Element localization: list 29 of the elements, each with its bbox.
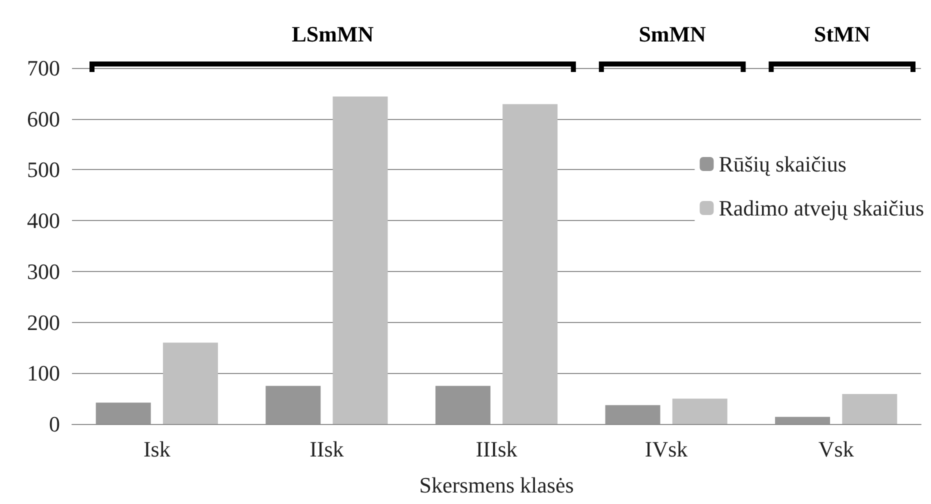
x-tick-label: IIsk	[310, 436, 344, 462]
x-tick-label: Vsk	[818, 436, 854, 462]
bar	[332, 96, 388, 424]
y-tick-label: 600	[27, 106, 60, 132]
bar	[162, 342, 218, 424]
bar	[266, 386, 321, 424]
y-tick-label: 300	[27, 258, 60, 284]
text: LSmMN	[292, 22, 374, 46]
bar	[502, 104, 558, 424]
y-tick-label: 500	[27, 157, 60, 182]
legend-label: Rūšių skaičius	[718, 152, 846, 176]
x-axis-title: Skersmens klasės	[419, 472, 574, 498]
y-tick-label: 700	[27, 56, 60, 80]
bar	[672, 398, 728, 424]
bar	[842, 394, 898, 424]
legend-label: Radimo atvejų skaičius	[718, 196, 924, 220]
bar	[435, 386, 490, 424]
y-tick-label: 400	[27, 208, 60, 234]
text: SmMN	[638, 22, 706, 46]
x-tick-label: IIIsk	[476, 436, 518, 462]
bar	[96, 402, 151, 424]
bar	[605, 405, 660, 424]
y-tick-label: 100	[27, 360, 60, 386]
y-tick-label: 0	[49, 412, 60, 436]
x-tick-label: IVsk	[644, 436, 688, 462]
text: StMN	[814, 22, 870, 46]
x-tick-label: Isk	[143, 436, 170, 462]
y-tick-label: 200	[27, 310, 60, 335]
bar	[775, 416, 830, 424]
